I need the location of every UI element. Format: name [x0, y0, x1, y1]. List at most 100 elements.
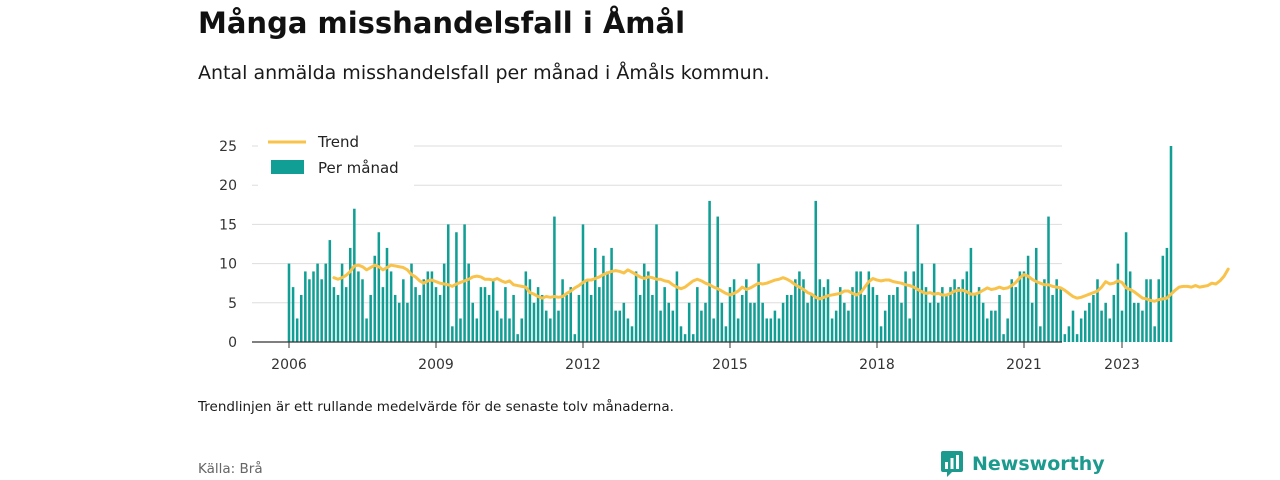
legend: Trend Per månad: [258, 128, 414, 186]
bar: [377, 232, 381, 342]
y-tick-label: 0: [228, 335, 237, 351]
bar: [1128, 271, 1132, 342]
bar: [945, 294, 948, 342]
bar: [1149, 279, 1152, 342]
bar: [1083, 310, 1087, 342]
bar-chart-speech-icon: [941, 451, 963, 477]
bar: [536, 287, 540, 342]
bar: [618, 310, 622, 342]
bar: [336, 294, 340, 342]
bar: [638, 294, 642, 342]
x-tick-label: 2009: [418, 357, 454, 373]
bar: [973, 294, 977, 342]
y-tick-label: 5: [228, 296, 237, 312]
bar: [467, 263, 470, 342]
bar: [471, 302, 475, 342]
bar: [389, 271, 393, 342]
bar: [994, 310, 997, 342]
bar: [410, 263, 413, 342]
bar: [1043, 279, 1046, 342]
bar: [1022, 271, 1026, 342]
bar: [826, 279, 830, 342]
bar: [728, 287, 732, 342]
bar: [1157, 279, 1161, 342]
bar: [459, 318, 462, 342]
bar: [961, 279, 965, 342]
bar: [589, 294, 593, 342]
bar: [683, 334, 687, 342]
bar: [1120, 310, 1124, 342]
bar: [606, 271, 609, 342]
bar: [365, 318, 368, 342]
bar: [353, 208, 356, 342]
bar: [814, 200, 818, 342]
bar: [418, 294, 421, 342]
bar: [912, 271, 916, 342]
bar: [495, 310, 499, 342]
bar: [920, 263, 924, 342]
bar: [320, 279, 323, 342]
bar: [397, 302, 401, 342]
bar: [1030, 302, 1034, 342]
bar: [896, 287, 899, 342]
bar: [1047, 216, 1050, 342]
bar: [442, 263, 446, 342]
y-tick-label: 20: [219, 178, 237, 194]
bar: [332, 287, 336, 342]
bar: [663, 287, 666, 342]
bar: [859, 271, 862, 342]
bar: [883, 310, 887, 342]
bar: [949, 287, 952, 342]
bar: [871, 287, 875, 342]
chart-subtitle: Antal anmälda misshandelsfall per månad …: [198, 62, 770, 84]
bar: [602, 255, 605, 342]
bar: [965, 271, 969, 342]
x-tick-label: 2021: [1006, 357, 1042, 373]
bar: [781, 302, 785, 342]
bar: [316, 263, 319, 342]
bar: [642, 263, 646, 342]
bar: [434, 287, 438, 342]
bar: [512, 294, 515, 342]
bar: [655, 224, 658, 342]
bar: [1104, 302, 1107, 342]
chart-footnote: Trendlinjen är ett rullande medelvärde f…: [198, 399, 674, 415]
bar: [794, 279, 797, 342]
bar: [634, 271, 638, 342]
bar: [561, 279, 564, 342]
bar: [540, 294, 544, 342]
bar: [957, 287, 960, 342]
bar: [438, 294, 442, 342]
bar: [508, 318, 511, 342]
bar: [487, 294, 491, 342]
bar: [585, 279, 589, 342]
bar: [1002, 334, 1005, 342]
bar: [295, 318, 299, 342]
bar: [1096, 279, 1099, 342]
bar: [348, 247, 352, 342]
y-tick-label: 25: [219, 139, 237, 155]
bar: [745, 279, 748, 342]
bar: [1034, 247, 1038, 342]
y-tick-label: 10: [219, 257, 237, 273]
x-tick-label: 2023: [1104, 357, 1140, 373]
trend-series: [332, 263, 1230, 303]
bar: [626, 318, 630, 342]
bar: [414, 287, 417, 342]
bar: [724, 326, 728, 342]
bar: [1137, 302, 1140, 342]
bar: [732, 279, 736, 342]
bar: [340, 263, 344, 342]
bar: [479, 287, 483, 342]
x-tick-label: 2015: [712, 357, 748, 373]
bar: [875, 294, 879, 342]
bar: [981, 302, 985, 342]
bar: [291, 287, 295, 342]
bar: [304, 271, 307, 342]
bar: [500, 318, 503, 342]
bar: [1153, 326, 1156, 342]
y-tick-label: 15: [219, 217, 237, 233]
bar: [941, 287, 944, 342]
bar: [1116, 263, 1120, 342]
bar: [892, 294, 895, 342]
